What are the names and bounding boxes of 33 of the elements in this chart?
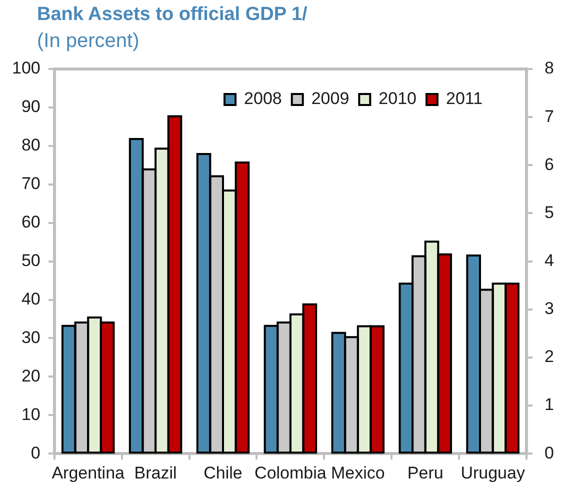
x-tick-label: Mexico (330, 463, 385, 482)
legend-label: 2010 (378, 89, 416, 108)
y-tick-label: 30 (21, 328, 40, 347)
y-tick-label: 80 (21, 136, 40, 155)
x-tick-label: Peru (407, 463, 444, 482)
y-tick-label: 100 (12, 58, 40, 78)
x-tick-label: Argentina (52, 463, 126, 482)
x-tick-label: Chile (204, 463, 242, 482)
chart-title: Bank Assets to official GDP 1/ (37, 4, 308, 26)
y2-tick-label: 0 (544, 443, 554, 462)
y2-tick-label: 1 (544, 395, 554, 414)
legend-label: 2009 (311, 89, 350, 108)
y-tick-label: 60 (21, 212, 40, 232)
y2-tick-label: 4 (544, 250, 554, 270)
x-tick-label: Colombia (254, 463, 327, 482)
y-tick-label: 40 (21, 289, 40, 308)
legend-label: 2008 (244, 89, 282, 108)
y-tick-label: 50 (21, 250, 40, 270)
x-tick-label: Brazil (134, 463, 177, 482)
y2-tick-label: 6 (544, 154, 554, 174)
y2-tick-label: 2 (544, 347, 554, 366)
y-tick-label: 70 (21, 174, 40, 194)
x-tick-label: Uruguay (460, 463, 526, 482)
y-tick-label: 0 (30, 443, 40, 462)
y2-tick-label: 8 (544, 58, 554, 78)
y2-tick-label: 5 (544, 202, 554, 222)
legend-label: 2011 (446, 89, 483, 108)
y2-tick-label: 7 (544, 106, 554, 126)
chart-subtitle: (In percent) (37, 30, 140, 52)
y-tick-label: 90 (21, 97, 40, 116)
y-tick-label: 20 (21, 366, 40, 386)
y2-tick-label: 3 (544, 299, 554, 318)
y-tick-label: 10 (21, 404, 40, 424)
